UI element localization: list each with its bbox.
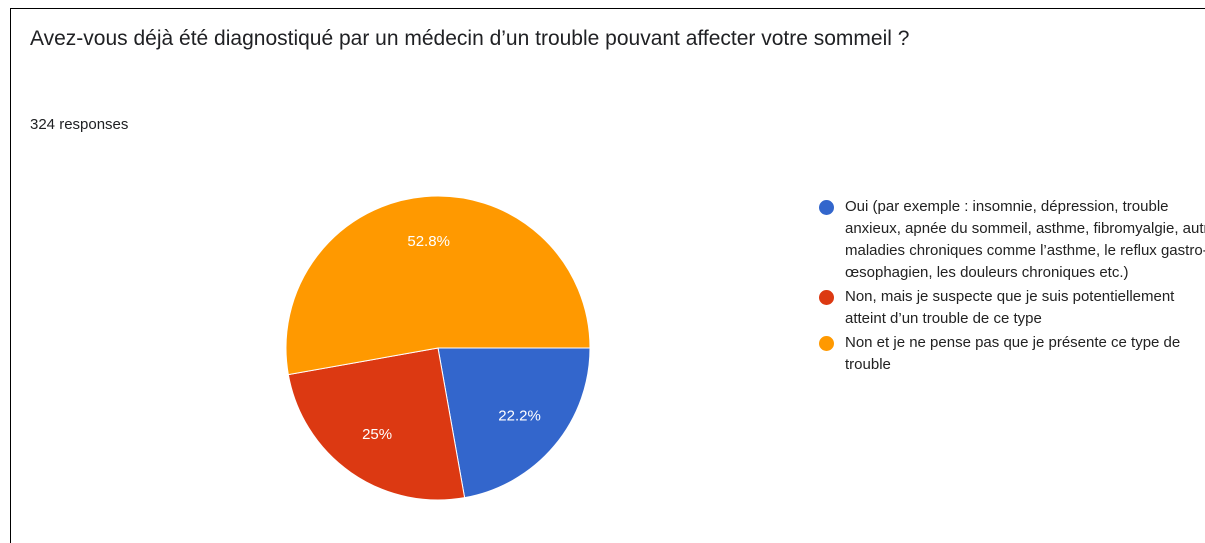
pie-slice bbox=[437, 347, 591, 499]
legend-label: Non et je ne pense pas que je présente c… bbox=[845, 334, 1181, 373]
subtitle: 324 responses bbox=[30, 116, 129, 133]
legend-item: Oui (par exemple : insomnie, dépression,… bbox=[815, 196, 1205, 284]
legend: Oui (par exemple : insomnie, dépression,… bbox=[815, 196, 1205, 378]
legend-item: Non, mais je suspecte que je suis potent… bbox=[815, 286, 1205, 330]
pie-slice bbox=[287, 347, 466, 501]
pie-slice bbox=[285, 195, 591, 376]
chart-title: Avez-vous déjà été diagnostiqué par un m… bbox=[30, 27, 910, 50]
card bbox=[10, 8, 1205, 543]
data-label: 22.2% bbox=[498, 407, 541, 424]
legend-swatch bbox=[819, 336, 834, 351]
legend-item: Non et je ne pense pas que je présente c… bbox=[815, 332, 1205, 376]
legend-label: Non, mais je suspecte que je suis potent… bbox=[845, 288, 1175, 327]
legend-label: Oui (par exemple : insomnie, dépression,… bbox=[845, 198, 1205, 281]
data-label: 52.8% bbox=[407, 233, 450, 250]
data-label: 25% bbox=[362, 426, 392, 443]
legend-swatch bbox=[819, 290, 834, 305]
legend-swatch bbox=[819, 200, 834, 215]
chart: 22.2% 25% 52.8% bbox=[285, 195, 591, 501]
